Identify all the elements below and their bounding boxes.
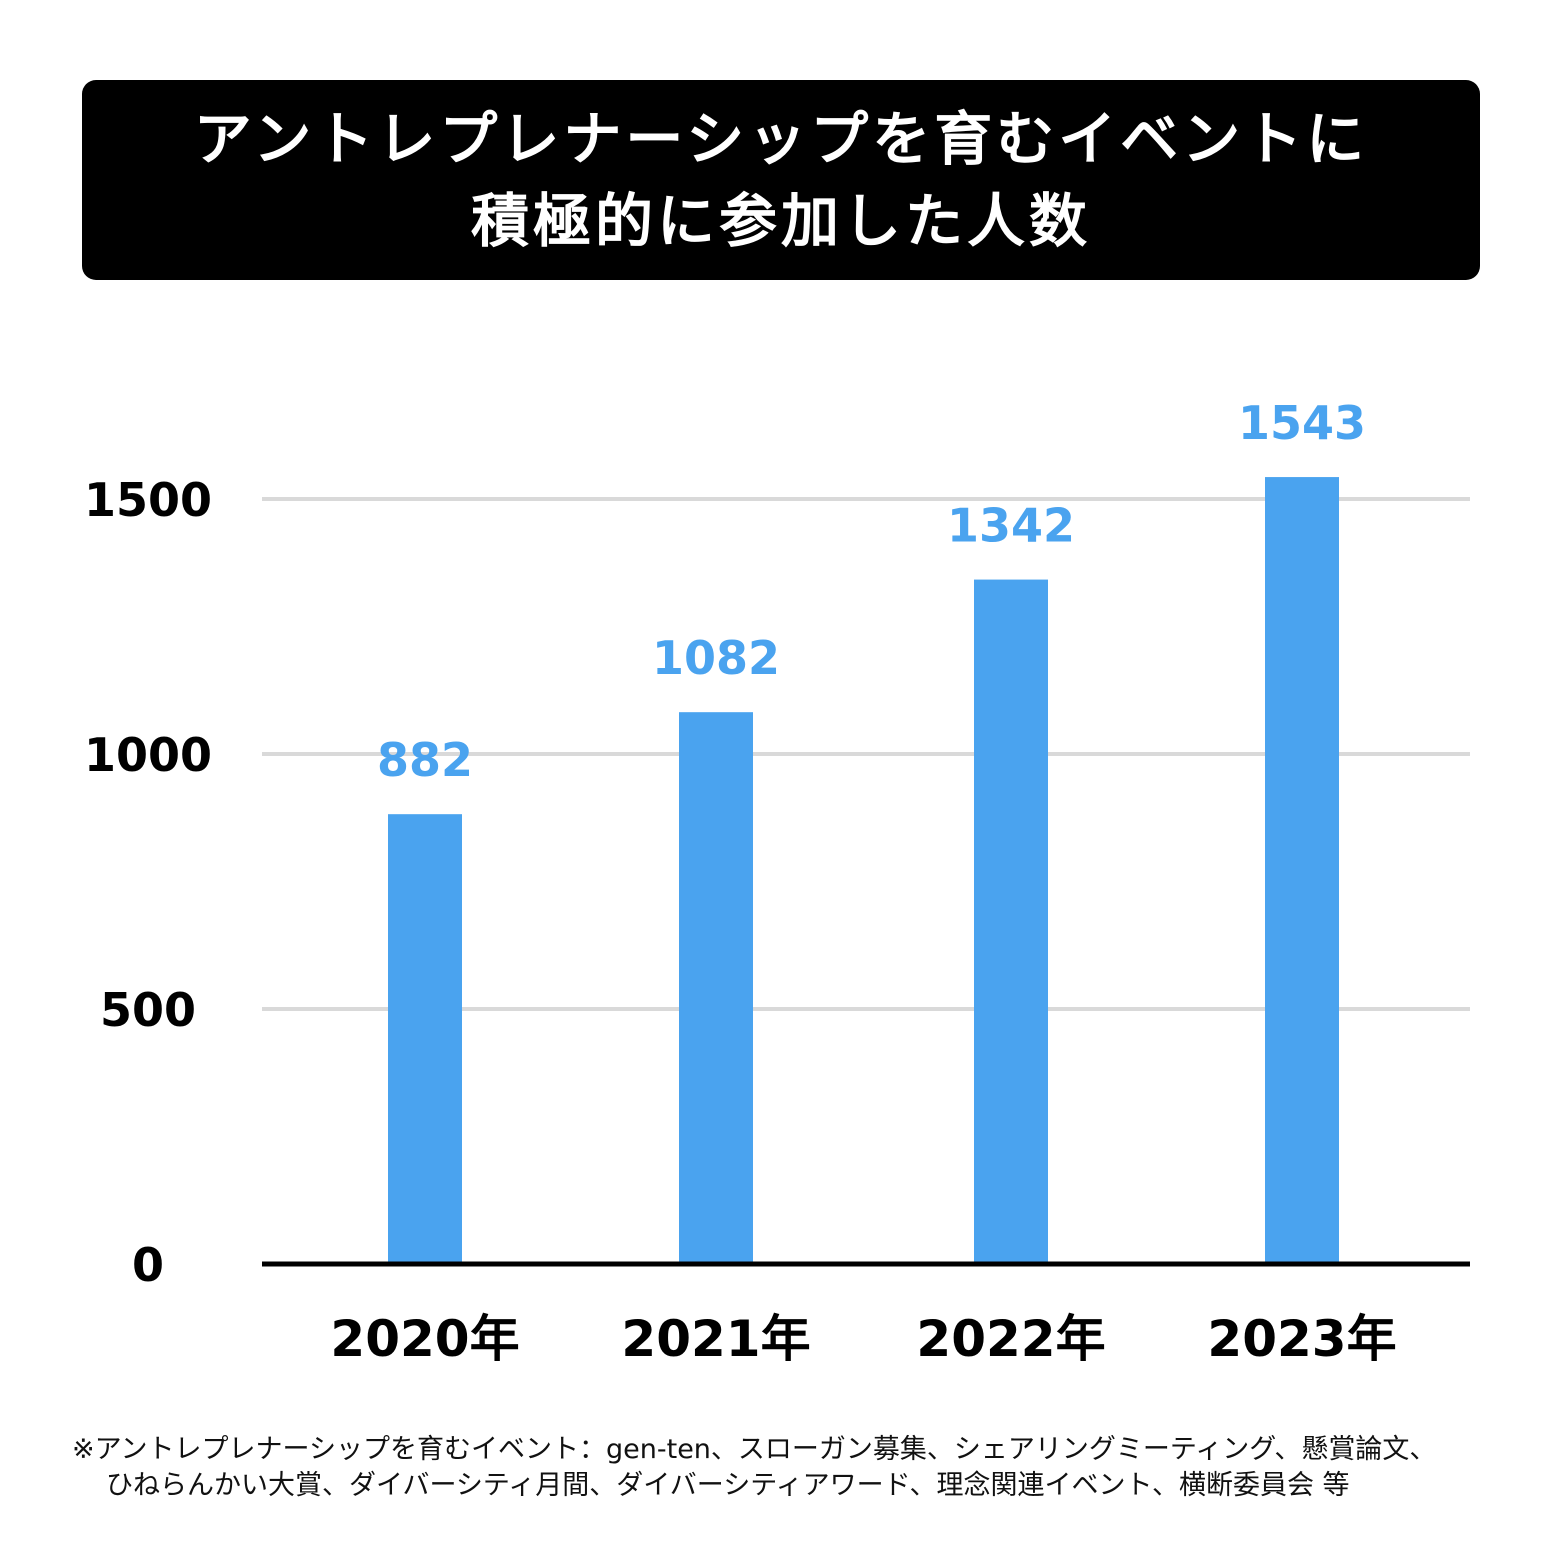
footnote-line-2: ひねらんかい大賞、ダイバーシティ月間、ダイバーシティアワード、理念関連イベント、… <box>106 1470 1350 1501</box>
y-tick-label: 1500 <box>84 473 212 527</box>
chart-title-line-1: アントレプレナーシップを育むイベントに <box>193 105 1369 173</box>
bar <box>679 712 753 1264</box>
data-label: 882 <box>377 733 473 787</box>
x-tick-label: 2021年 <box>621 1310 810 1368</box>
chart-title-line-2: 積極的に参加した人数 <box>470 187 1091 255</box>
bar <box>974 579 1048 1264</box>
data-label: 1082 <box>652 631 780 685</box>
bar <box>1265 477 1339 1264</box>
x-tick-label: 2022年 <box>916 1310 1105 1368</box>
y-tick-label: 0 <box>132 1238 164 1292</box>
bar-chart: 0 500 1000 1500 882 2020年 1082 2021年 1342 2022年 15… <box>84 396 1470 1368</box>
chart-title-banner: アントレプレナーシップを育むイベントに 積極的に参加した人数 <box>82 80 1480 280</box>
x-tick-label: 2023年 <box>1207 1310 1396 1368</box>
y-tick-label: 1000 <box>84 728 212 782</box>
data-label: 1342 <box>947 499 1075 553</box>
y-tick-label: 500 <box>100 983 196 1037</box>
bar <box>388 814 462 1264</box>
footnote: ※アントレプレナーシップを育むイベント：gen-ten、スローガン募集、シェアリ… <box>72 1432 1512 1504</box>
x-tick-label: 2020年 <box>330 1310 519 1368</box>
data-label: 1543 <box>1238 396 1366 450</box>
footnote-line-1: ※アントレプレナーシップを育むイベント：gen-ten、スローガン募集、シェアリ… <box>72 1434 1437 1465</box>
